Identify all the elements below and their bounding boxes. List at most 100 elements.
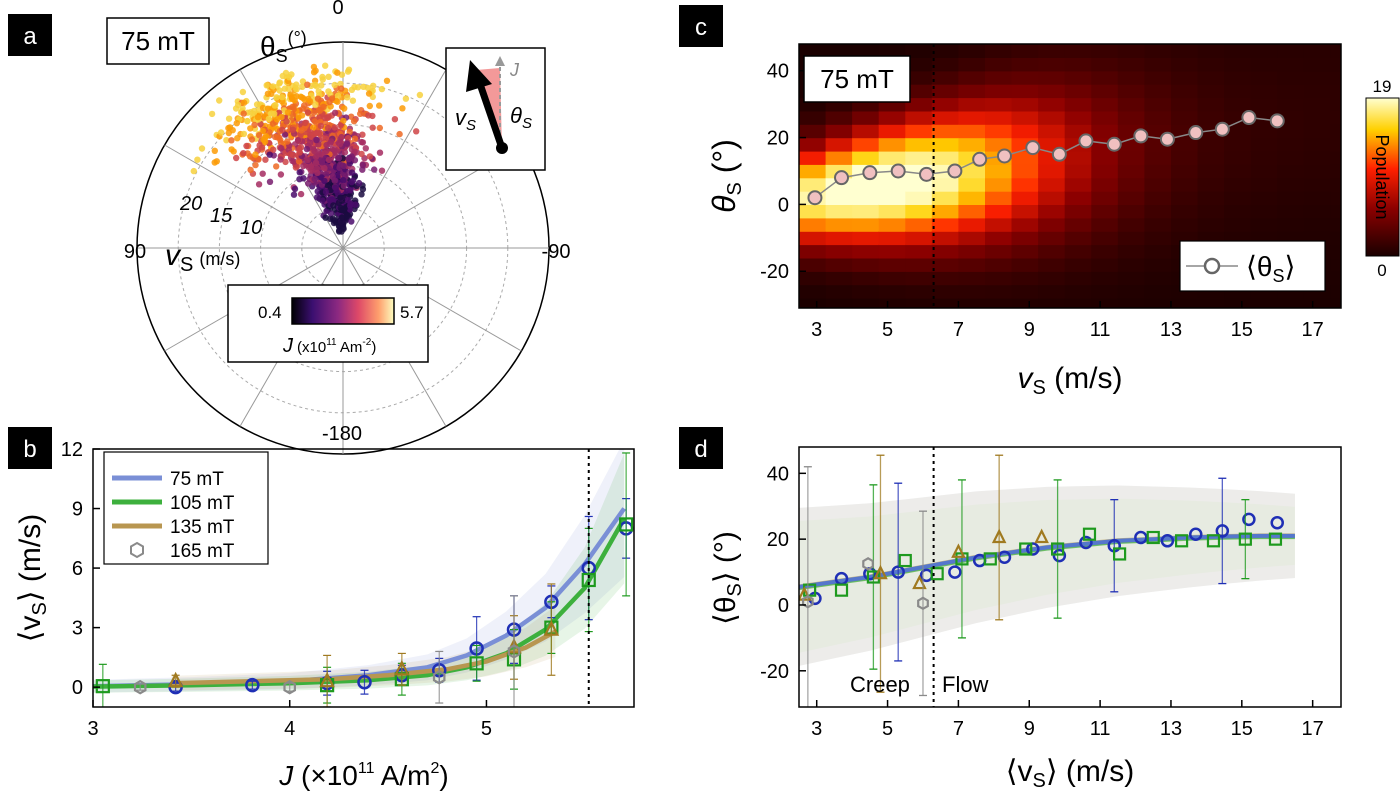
heatmap-cell (931, 217, 959, 232)
heatmap-cell (825, 257, 853, 272)
data-point (357, 110, 364, 118)
data-point (316, 107, 323, 115)
heatmap-cell (985, 177, 1013, 192)
data-point (336, 140, 344, 148)
heatmap-cell (1171, 70, 1199, 85)
data-point (329, 173, 336, 180)
x-tick-label: 13 (1160, 718, 1182, 740)
heatmap-cell (1330, 137, 1341, 152)
data-point (310, 124, 317, 131)
data-point (311, 118, 318, 125)
heatmap-cell (799, 110, 827, 125)
heatmap-cell (958, 257, 986, 272)
heatmap-cell (905, 298, 933, 308)
heatmap-cell (1277, 150, 1305, 165)
data-point (376, 102, 383, 109)
heatmap-cell (1091, 204, 1119, 219)
data-point (370, 82, 377, 90)
inset-theta: θS (510, 103, 532, 132)
x-tick-label: 9 (1024, 319, 1035, 341)
data-point (399, 105, 406, 112)
heatmap-cell (1091, 97, 1119, 112)
x-tick-label: 13 (1160, 319, 1182, 341)
data-point (320, 103, 327, 111)
heatmap-cell (958, 110, 986, 125)
heatmap-cell (1330, 271, 1341, 286)
heatmap-cell (1171, 97, 1199, 112)
x-tick-label: 5 (882, 319, 893, 341)
heatmap-cell (1330, 150, 1341, 165)
data-point (331, 81, 338, 89)
heatmap-cell (931, 44, 959, 58)
heatmap-cell (1011, 110, 1039, 125)
heatmap-cell (825, 150, 853, 165)
radial-tick-10: 10 (240, 217, 262, 239)
heatmap-cell (985, 84, 1013, 99)
x-tick-label: 9 (1024, 718, 1035, 740)
data-point (340, 182, 347, 190)
y-tick-label: 6 (72, 558, 83, 580)
data-point (334, 98, 341, 105)
heatmap (799, 44, 1341, 308)
heatmap-cell (1277, 57, 1305, 72)
heatmap-cell (1224, 150, 1252, 165)
heatmap-cell (1197, 110, 1225, 125)
heatmap-cell (1277, 217, 1305, 232)
inset-v: vS (455, 105, 476, 134)
data-point (283, 118, 290, 125)
polar-scatter (190, 62, 424, 235)
heatmap-cell (1197, 191, 1225, 205)
heatmap-cell (1171, 177, 1199, 192)
data-point (338, 214, 346, 221)
mean-theta-point (1078, 133, 1094, 149)
mean-theta-point (1214, 121, 1230, 137)
heatmap-cell (1144, 57, 1172, 72)
heatmap-cell (958, 204, 986, 219)
marker-hexagon (507, 644, 521, 659)
mean-theta-point (1051, 146, 1067, 162)
data-point (234, 135, 241, 142)
colorbar-label: Population (1372, 134, 1392, 219)
data-point (217, 129, 225, 136)
heatmap-cell (1277, 204, 1305, 219)
heatmap-cell (878, 284, 906, 299)
colorbar-gradient (291, 297, 395, 325)
heatmap-cell (1250, 84, 1278, 99)
data-point (298, 93, 305, 101)
heatmap-cell (1250, 97, 1278, 112)
data-point (332, 184, 339, 191)
marker-triangle (799, 586, 812, 601)
data-point (355, 179, 363, 187)
heatmap-cell (1117, 257, 1145, 272)
data-point (240, 130, 248, 138)
data-point (331, 217, 338, 224)
heatmap-cell (985, 137, 1013, 152)
heatmap-cell (852, 191, 880, 205)
data-point (319, 73, 326, 81)
data-point (297, 190, 305, 198)
heatmap-cell (1011, 44, 1039, 58)
heatmap-cell (1330, 84, 1341, 99)
heatmap-cell (1303, 84, 1331, 99)
data-point (331, 124, 338, 131)
heatmap-cell (1224, 70, 1252, 85)
heatmap-cell (1303, 137, 1331, 152)
heatmap-cell (1144, 177, 1172, 192)
data-point (365, 90, 373, 97)
heatmap-cell (1144, 231, 1172, 246)
colorbar-max: 19 (1373, 77, 1392, 96)
heatmap-cell (1064, 177, 1092, 192)
heatmap-cell (1064, 271, 1092, 286)
field-box (106, 17, 210, 65)
heatmap-cell (852, 257, 880, 272)
heatmap-cell (1277, 298, 1305, 308)
heatmap-cell (985, 110, 1013, 125)
data-point (216, 97, 223, 104)
marker-square (1082, 527, 1097, 541)
heatmap-cell (1171, 57, 1199, 72)
heatmap-cell (799, 231, 827, 246)
data-point (338, 228, 345, 235)
marker-square (1206, 534, 1221, 548)
heatmap-cell (1038, 298, 1066, 308)
heatmap-cell (1224, 164, 1252, 179)
